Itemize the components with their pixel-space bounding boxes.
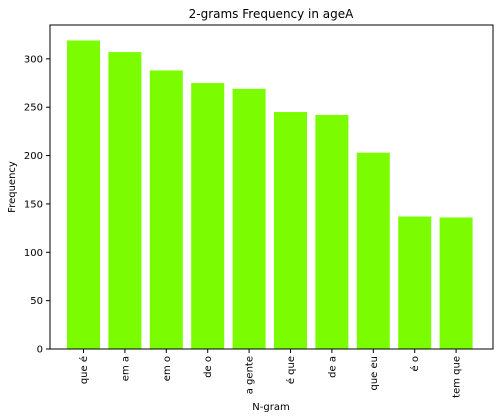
y-tick-label-3: 150 — [24, 199, 43, 210]
y-tick-label-5: 250 — [24, 103, 43, 114]
y-tick-label-4: 200 — [24, 151, 43, 162]
bar-6 — [315, 114, 349, 350]
bar-2 — [149, 70, 183, 349]
x-axis-ticks: que é em a em o de o a gente é que de a que eu é… — [78, 349, 463, 398]
x-tick-label-1: em a — [120, 356, 131, 381]
x-tick-label-4: a gente — [245, 356, 256, 394]
x-tick-label-5: é que — [285, 356, 297, 384]
x-axis-label: N-gram — [252, 402, 289, 413]
bar-7 — [356, 152, 390, 349]
bar-9 — [439, 217, 473, 349]
bar-1 — [108, 52, 142, 349]
bar-8 — [398, 216, 432, 349]
x-tick-label-6: de a — [327, 356, 338, 378]
y-tick-label-2: 100 — [24, 248, 43, 259]
x-tick-label-0: que é — [78, 356, 90, 384]
plot-frame — [49, 24, 494, 350]
y-axis-label: Frequency — [7, 161, 18, 213]
x-tick-label-2: em o — [162, 356, 173, 381]
x-tick-label-8: é o — [409, 356, 421, 371]
bar-4 — [232, 88, 266, 350]
y-tick-label-1: 50 — [30, 296, 43, 307]
chart-title: 2-grams Frequency in ageA — [189, 7, 355, 21]
bar-3 — [191, 83, 225, 350]
x-tick-label-3: de o — [203, 356, 214, 378]
x-tick-label-7: que eu — [369, 356, 380, 391]
y-tick-label-0: 0 — [37, 345, 43, 356]
bar-5 — [274, 112, 307, 350]
x-tick-label-9: tem que — [452, 356, 463, 398]
bars-group — [67, 40, 473, 350]
y-tick-label-6: 300 — [24, 54, 43, 65]
bar-0 — [67, 40, 100, 349]
y-axis-ticks: 0 50 100 150 200 250 300 — [24, 54, 50, 356]
